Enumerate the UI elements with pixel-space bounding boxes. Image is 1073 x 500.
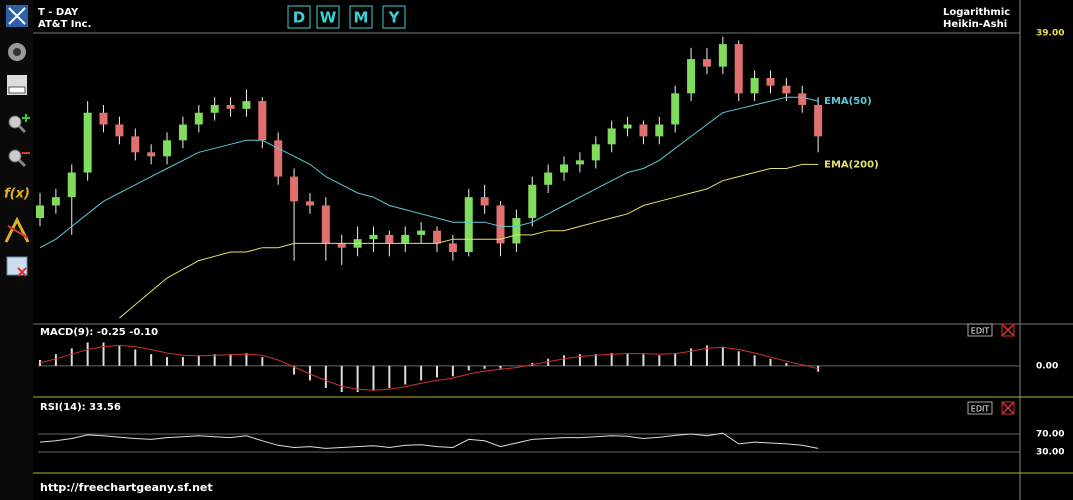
period-buttons: D W M Y: [287, 5, 406, 29]
objects-icon[interactable]: [6, 256, 28, 277]
candle-body: [226, 104, 235, 109]
candle-body: [718, 44, 727, 67]
y-tick-label: 39.00: [1036, 29, 1064, 39]
candle-body: [321, 205, 330, 244]
line-label: EMA(200): [824, 159, 879, 170]
edit-button[interactable]: [967, 323, 993, 337]
candle-body: [433, 230, 441, 244]
candle-body: [702, 59, 711, 67]
candle-body: [655, 124, 664, 137]
candle-body: [734, 44, 743, 94]
scale-mode: Logarithmic: [943, 7, 1010, 18]
candle-style: Heikin-Ashi: [943, 19, 1007, 30]
candle-body: [194, 112, 203, 125]
close-panel-icon[interactable]: [1001, 323, 1015, 337]
candle-body: [496, 205, 505, 244]
indicator-line: [39, 432, 819, 449]
zoom-out-icon[interactable]: [8, 149, 30, 168]
candle-body: [814, 104, 823, 137]
candle-body: [210, 104, 219, 113]
candle-body: [51, 197, 60, 206]
zoom-in-icon[interactable]: [8, 114, 30, 134]
y-tick-label: 0.00: [1036, 361, 1058, 371]
period-label[interactable]: Y: [388, 9, 401, 27]
candle-body: [464, 197, 473, 253]
period-button[interactable]: [316, 5, 340, 29]
candle-body: [528, 184, 537, 219]
candle-body: [417, 230, 426, 235]
candle-body: [385, 234, 394, 244]
candle-body: [83, 112, 92, 173]
ema-line: [39, 96, 819, 249]
company-name: AT&T Inc.: [38, 19, 91, 30]
candle-body: [274, 140, 283, 177]
candle-body: [607, 128, 616, 145]
panel-title: RSI(14): 33.56: [40, 402, 121, 413]
candle-body: [67, 172, 76, 198]
period-button[interactable]: [287, 5, 311, 29]
candle-body: [687, 59, 696, 94]
candle-body: [290, 176, 299, 202]
candle-body: [766, 78, 775, 86]
ema-line: [119, 163, 819, 319]
candle-body: [401, 234, 410, 244]
candle-body: [448, 243, 457, 253]
candle-body: [512, 218, 521, 244]
candle-body: [671, 93, 680, 125]
settings-icon[interactable]: [8, 43, 26, 61]
edit-label[interactable]: EDIT: [971, 405, 990, 414]
line-label: EMA(50): [824, 96, 872, 107]
candle-body: [575, 160, 584, 165]
period-label[interactable]: M: [354, 9, 369, 27]
candle-body: [480, 197, 489, 206]
period-label[interactable]: D: [293, 9, 305, 27]
candle-body: [544, 172, 553, 185]
period-label[interactable]: W: [320, 9, 337, 27]
signal-line: [39, 344, 819, 391]
candle-body: [369, 234, 378, 240]
candle-body: [750, 78, 759, 94]
candle-body: [798, 93, 807, 105]
close-panel-icon[interactable]: [1001, 401, 1015, 415]
y-tick-label: 70.00: [1036, 430, 1064, 440]
candle-body: [131, 136, 140, 153]
y-tick-label: 30.00: [1036, 448, 1064, 458]
candle-body: [163, 140, 172, 157]
candle-body: [115, 124, 124, 137]
candle-body: [36, 205, 44, 219]
csv-icon[interactable]: [7, 75, 27, 95]
fullscreen-icon[interactable]: [6, 5, 28, 27]
footer-url[interactable]: http://freechartgeany.sf.net: [40, 481, 213, 494]
candle-body: [639, 124, 648, 137]
period-button[interactable]: [382, 5, 406, 29]
candle-body: [591, 144, 600, 161]
candle-body: [242, 101, 251, 109]
function-icon[interactable]: f(x): [4, 187, 30, 202]
candle-body: [623, 124, 632, 129]
symbol: T - DAY: [38, 7, 79, 18]
edit-label[interactable]: EDIT: [971, 327, 990, 336]
candle-body: [99, 112, 108, 125]
candle-body: [178, 124, 187, 141]
panel-title: MACD(9): -0.25 -0.10: [40, 327, 158, 338]
candle-body: [258, 101, 267, 141]
candle-body: [337, 243, 346, 248]
edit-button[interactable]: [967, 401, 993, 415]
candle-body: [147, 152, 156, 157]
draw-tool-icon[interactable]: [4, 216, 30, 243]
candle-body: [305, 201, 314, 206]
period-button[interactable]: [349, 5, 373, 29]
candle-body: [782, 85, 791, 94]
candle-body: [560, 164, 569, 173]
